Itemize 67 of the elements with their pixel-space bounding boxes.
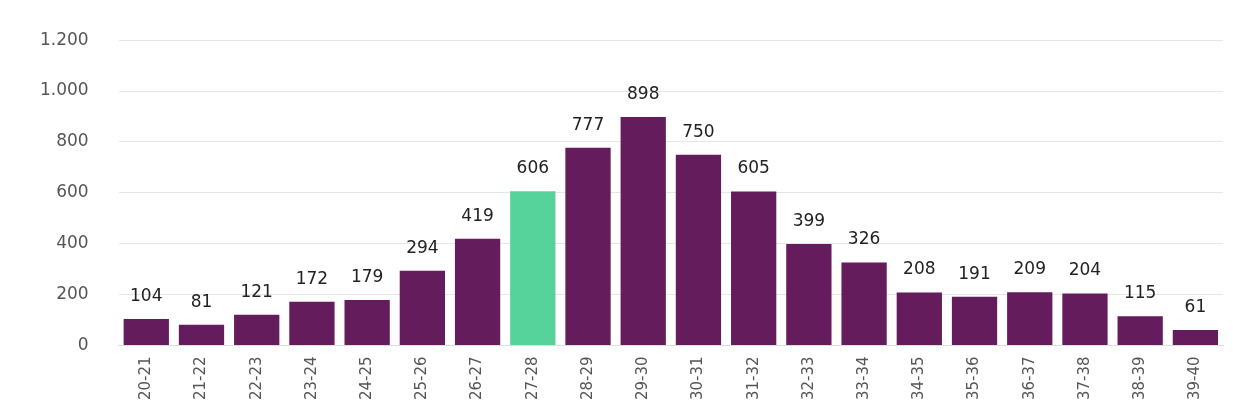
data-label: 191 [958, 262, 991, 283]
data-label: 172 [295, 267, 329, 288]
x-tick-label: 22-23 [246, 356, 265, 401]
x-tick-label: 35-36 [964, 356, 983, 401]
bar [1062, 293, 1108, 345]
x-tick-label: 37-38 [1074, 356, 1093, 401]
bar [1117, 316, 1163, 345]
y-tick-label: 0 [77, 333, 89, 354]
data-label: 61 [1184, 295, 1207, 316]
bar [1172, 329, 1219, 345]
x-tick-label: 26-27 [467, 356, 486, 401]
data-label: 898 [627, 82, 660, 103]
data-label: 204 [1068, 259, 1102, 280]
data-label: 81 [190, 290, 213, 311]
y-tick-label: 1.000 [40, 79, 89, 100]
data-label: 209 [1013, 258, 1046, 279]
bar [123, 318, 169, 345]
bar [951, 296, 998, 345]
y-tick-label: 400 [56, 232, 89, 253]
x-tick-label: 30-31 [688, 356, 707, 401]
bar [675, 154, 722, 345]
bar [620, 117, 666, 345]
x-tick-label: 20-21 [136, 356, 155, 401]
x-tick-label: 32-33 [798, 356, 817, 401]
bar [289, 301, 335, 345]
x-tick-label: 38-39 [1130, 356, 1149, 401]
x-tick-label: 29-30 [633, 356, 652, 401]
x-tick-label: 31-32 [743, 356, 762, 401]
data-label: 208 [903, 258, 936, 279]
bar [565, 147, 611, 345]
bar [786, 243, 832, 345]
data-label: 605 [737, 157, 770, 178]
x-tick-label: 28-29 [577, 356, 596, 401]
x-tick-label: 36-37 [1019, 356, 1038, 401]
y-tick-label: 600 [56, 181, 89, 202]
x-tick-label: 39-40 [1185, 356, 1204, 401]
bar [841, 262, 887, 345]
data-label: 777 [571, 113, 605, 134]
bar [234, 314, 280, 345]
y-tick-label: 800 [56, 130, 89, 151]
data-label: 179 [350, 265, 384, 286]
y-tick-label: 200 [56, 282, 89, 303]
data-label: 750 [682, 120, 715, 141]
bar [399, 270, 445, 345]
data-label: 104 [130, 284, 163, 305]
bar [1007, 292, 1053, 345]
bar [731, 191, 777, 345]
x-tick-label: 34-35 [909, 356, 928, 401]
bar [344, 299, 390, 345]
bar [510, 191, 556, 345]
data-label: 115 [1123, 282, 1157, 303]
data-label: 326 [847, 228, 881, 249]
x-tick-label: 24-25 [357, 356, 376, 401]
data-label: 399 [792, 209, 826, 230]
x-tick-label: 27-28 [522, 356, 541, 401]
data-label: 294 [406, 236, 439, 257]
x-tick-label: 23-24 [301, 356, 320, 401]
data-label: 606 [516, 157, 550, 178]
x-tick-label: 25-26 [412, 356, 431, 401]
x-tick-label: 33-34 [853, 356, 872, 401]
bar [454, 238, 501, 345]
data-label: 121 [240, 280, 273, 301]
bar [178, 324, 225, 345]
y-tick-label: 1.200 [40, 28, 89, 49]
bar [896, 292, 942, 345]
data-label: 419 [461, 204, 494, 225]
x-tick-label: 21-22 [191, 356, 210, 401]
